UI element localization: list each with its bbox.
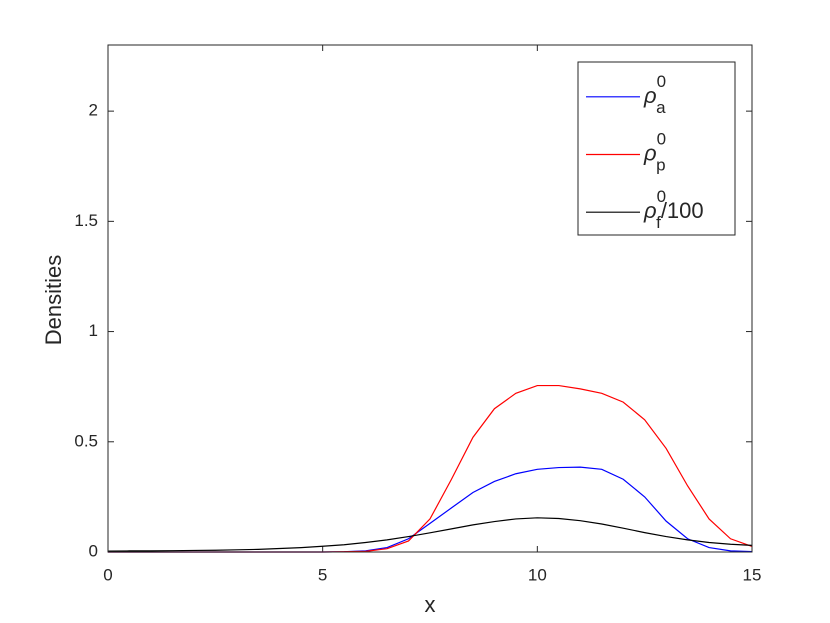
legend-box bbox=[577, 61, 736, 236]
x-tick-label: 10 bbox=[528, 565, 547, 584]
x-tick-label: 0 bbox=[103, 565, 112, 584]
y-axis-label: Densities bbox=[41, 255, 66, 345]
x-tick-label: 15 bbox=[743, 565, 762, 584]
x-axis-label: x bbox=[425, 592, 436, 617]
legend-label: ρ0 f/100 bbox=[643, 188, 704, 233]
series-line bbox=[107, 517, 753, 552]
legend-label: ρ0 a bbox=[643, 72, 666, 117]
y-tick-label: 1.5 bbox=[74, 211, 98, 230]
y-tick-label: 0 bbox=[89, 541, 98, 560]
legend-label: ρ0 p bbox=[643, 130, 666, 175]
y-tick-label: 1 bbox=[89, 321, 98, 340]
x-tick-label: 5 bbox=[318, 565, 327, 584]
y-tick-label: 0.5 bbox=[74, 431, 98, 450]
y-tick-label: 2 bbox=[89, 101, 98, 120]
axes-box bbox=[107, 44, 753, 553]
